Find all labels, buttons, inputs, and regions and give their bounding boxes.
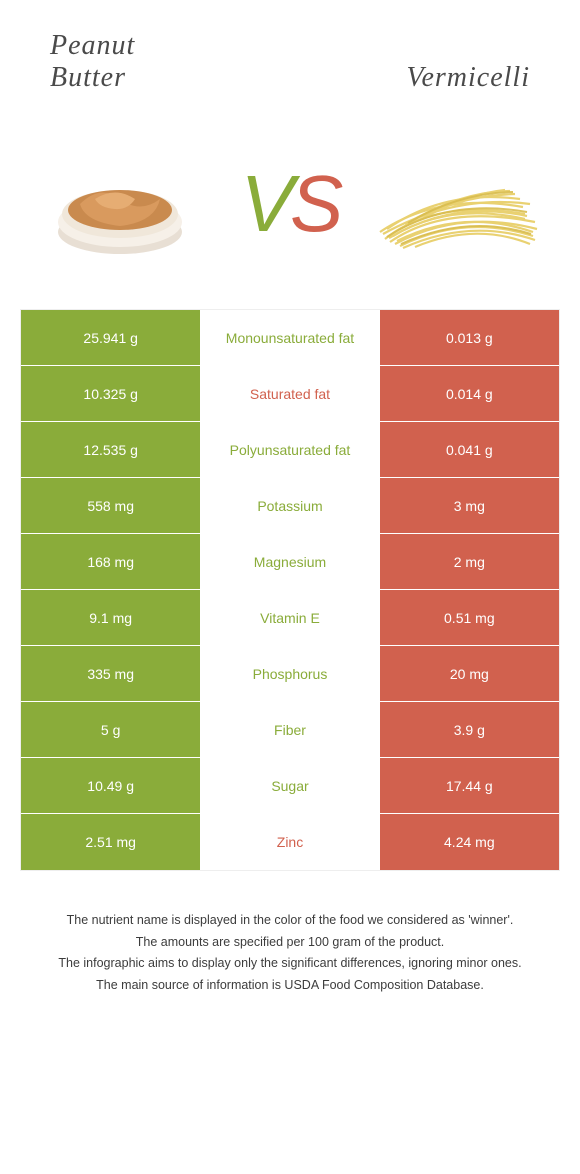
table-row: 335 mgPhosphorus20 mg xyxy=(21,646,559,702)
right-value: 17.44 g xyxy=(380,758,559,813)
food-left-title: PeanutButter xyxy=(50,30,135,94)
nutrient-label: Sugar xyxy=(200,758,379,813)
table-row: 10.49 gSugar17.44 g xyxy=(21,758,559,814)
table-row: 558 mgPotassium3 mg xyxy=(21,478,559,534)
right-value: 0.51 mg xyxy=(380,590,559,645)
nutrient-label: Monounsaturated fat xyxy=(200,310,379,365)
vs-s: S xyxy=(290,159,339,248)
right-value: 0.013 g xyxy=(380,310,559,365)
right-value: 0.014 g xyxy=(380,366,559,421)
right-value: 4.24 mg xyxy=(380,814,559,870)
left-value: 558 mg xyxy=(21,478,200,533)
table-row: 5 gFiber3.9 g xyxy=(21,702,559,758)
food-left-image xyxy=(35,139,205,269)
vs-v: V xyxy=(241,159,290,248)
food-right-title: Vermicelli xyxy=(406,62,530,94)
food-right-image xyxy=(375,139,545,269)
vs-label: VS xyxy=(241,158,340,250)
right-value: 3.9 g xyxy=(380,702,559,757)
left-value: 5 g xyxy=(21,702,200,757)
left-value: 10.325 g xyxy=(21,366,200,421)
table-row: 10.325 gSaturated fat0.014 g xyxy=(21,366,559,422)
footer-line-4: The main source of information is USDA F… xyxy=(50,976,530,995)
left-value: 10.49 g xyxy=(21,758,200,813)
nutrient-label: Phosphorus xyxy=(200,646,379,701)
table-row: 2.51 mgZinc4.24 mg xyxy=(21,814,559,870)
right-value: 3 mg xyxy=(380,478,559,533)
left-value: 25.941 g xyxy=(21,310,200,365)
nutrient-label: Zinc xyxy=(200,814,379,870)
nutrient-label: Vitamin E xyxy=(200,590,379,645)
right-value: 0.041 g xyxy=(380,422,559,477)
footer-notes: The nutrient name is displayed in the co… xyxy=(20,871,560,1007)
footer-line-3: The infographic aims to display only the… xyxy=(50,954,530,973)
footer-line-1: The nutrient name is displayed in the co… xyxy=(50,911,530,930)
table-row: 25.941 gMonounsaturated fat0.013 g xyxy=(21,310,559,366)
nutrient-label: Fiber xyxy=(200,702,379,757)
nutrient-label: Saturated fat xyxy=(200,366,379,421)
table-row: 168 mgMagnesium2 mg xyxy=(21,534,559,590)
nutrient-label: Potassium xyxy=(200,478,379,533)
left-value: 2.51 mg xyxy=(21,814,200,870)
table-row: 12.535 gPolyunsaturated fat0.041 g xyxy=(21,422,559,478)
left-value: 168 mg xyxy=(21,534,200,589)
nutrient-label: Polyunsaturated fat xyxy=(200,422,379,477)
right-value: 20 mg xyxy=(380,646,559,701)
right-value: 2 mg xyxy=(380,534,559,589)
left-value: 12.535 g xyxy=(21,422,200,477)
comparison-table: 25.941 gMonounsaturated fat0.013 g10.325… xyxy=(20,309,560,871)
left-value: 335 mg xyxy=(21,646,200,701)
footer-line-2: The amounts are specified per 100 gram o… xyxy=(50,933,530,952)
nutrient-label: Magnesium xyxy=(200,534,379,589)
table-row: 9.1 mgVitamin E0.51 mg xyxy=(21,590,559,646)
left-value: 9.1 mg xyxy=(21,590,200,645)
